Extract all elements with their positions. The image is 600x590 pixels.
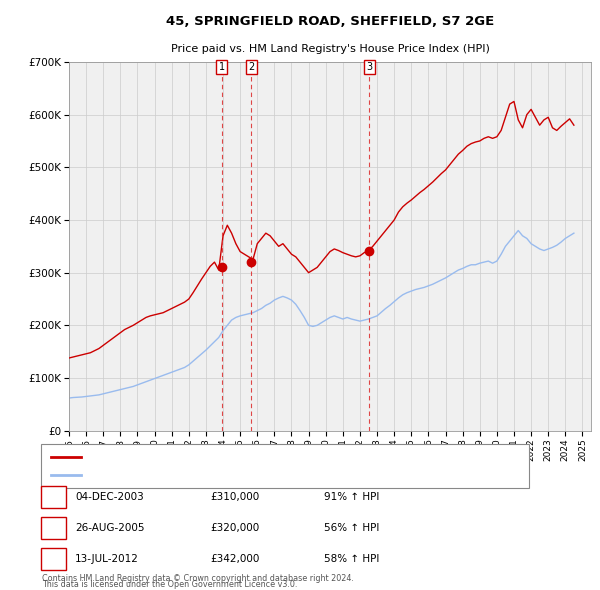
Text: 04-DEC-2003: 04-DEC-2003	[75, 492, 144, 502]
Text: 3: 3	[366, 62, 372, 72]
Text: 3: 3	[50, 555, 57, 564]
Text: 45, SPRINGFIELD ROAD, SHEFFIELD, S7 2GE (detached house): 45, SPRINGFIELD ROAD, SHEFFIELD, S7 2GE …	[87, 452, 392, 462]
Text: 58% ↑ HPI: 58% ↑ HPI	[324, 555, 379, 564]
Text: 91% ↑ HPI: 91% ↑ HPI	[324, 492, 379, 502]
Text: 45, SPRINGFIELD ROAD, SHEFFIELD, S7 2GE: 45, SPRINGFIELD ROAD, SHEFFIELD, S7 2GE	[166, 15, 494, 28]
Text: Contains HM Land Registry data © Crown copyright and database right 2024.: Contains HM Land Registry data © Crown c…	[42, 574, 354, 583]
Text: £310,000: £310,000	[210, 492, 259, 502]
Text: Price paid vs. HM Land Registry's House Price Index (HPI): Price paid vs. HM Land Registry's House …	[170, 44, 490, 54]
Text: 26-AUG-2005: 26-AUG-2005	[75, 523, 145, 533]
Text: £342,000: £342,000	[210, 555, 259, 564]
Text: 1: 1	[50, 492, 57, 502]
Text: This data is licensed under the Open Government Licence v3.0.: This data is licensed under the Open Gov…	[42, 581, 298, 589]
Text: 2: 2	[248, 62, 254, 72]
Text: £320,000: £320,000	[210, 523, 259, 533]
Text: 1: 1	[218, 62, 225, 72]
Text: 56% ↑ HPI: 56% ↑ HPI	[324, 523, 379, 533]
Text: HPI: Average price, detached house, Sheffield: HPI: Average price, detached house, Shef…	[87, 470, 311, 480]
Text: 2: 2	[50, 523, 57, 533]
Text: 13-JUL-2012: 13-JUL-2012	[75, 555, 139, 564]
